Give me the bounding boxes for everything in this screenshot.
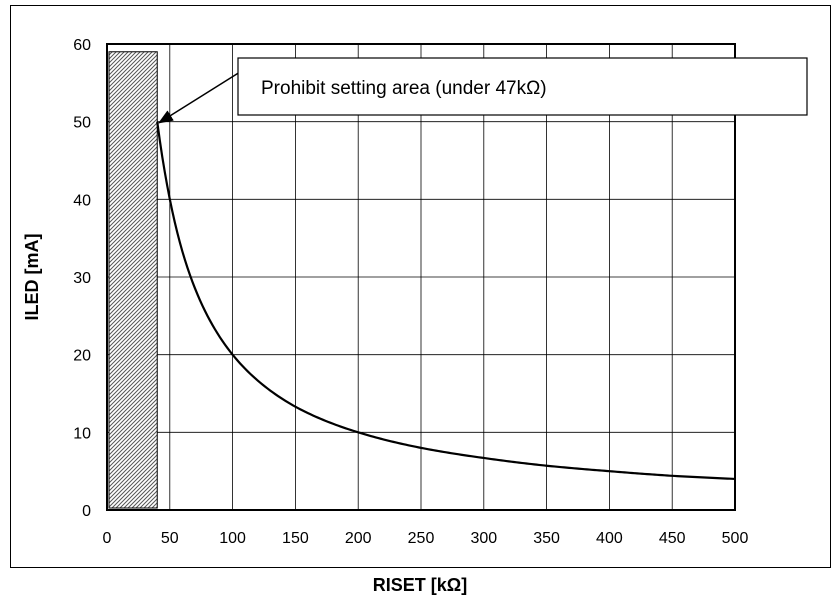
x-tick-label: 250 bbox=[408, 530, 435, 547]
y-tick-label: 10 bbox=[73, 425, 91, 442]
x-tick-label: 400 bbox=[596, 530, 623, 547]
y-tick-labels: 0 10 20 30 40 50 60 bbox=[73, 37, 91, 520]
x-tick-label: 450 bbox=[659, 530, 686, 547]
x-tick-label: 300 bbox=[470, 530, 497, 547]
x-tick-labels: 0 50 100 150 200 250 300 350 400 450 500 bbox=[103, 530, 749, 547]
y-axis-title: ILED [mA] bbox=[22, 234, 42, 321]
y-tick-label: 30 bbox=[73, 270, 91, 287]
x-tick-label: 350 bbox=[533, 530, 560, 547]
y-tick-label: 40 bbox=[73, 192, 91, 209]
series-line bbox=[156, 121, 736, 481]
y-tick-label: 60 bbox=[73, 37, 91, 54]
y-tick-label: 0 bbox=[82, 503, 91, 520]
x-tick-label: 500 bbox=[722, 530, 749, 547]
x-tick-label: 100 bbox=[219, 530, 246, 547]
prohibited-region bbox=[108, 51, 158, 509]
x-axis-title: RISET [kΩ] bbox=[373, 575, 467, 595]
x-tick-label: 0 bbox=[103, 530, 112, 547]
y-tick-label: 50 bbox=[73, 115, 91, 132]
x-tick-label: 50 bbox=[161, 530, 179, 547]
annotation-arrow bbox=[157, 71, 241, 124]
annotation-box bbox=[237, 57, 808, 116]
plot-area-border bbox=[106, 43, 736, 511]
annotation-text: Prohibit setting area (under 47kΩ) bbox=[261, 78, 547, 99]
y-tick-label: 20 bbox=[73, 348, 91, 365]
x-tick-label: 150 bbox=[282, 530, 309, 547]
x-tick-label: 200 bbox=[345, 530, 372, 547]
